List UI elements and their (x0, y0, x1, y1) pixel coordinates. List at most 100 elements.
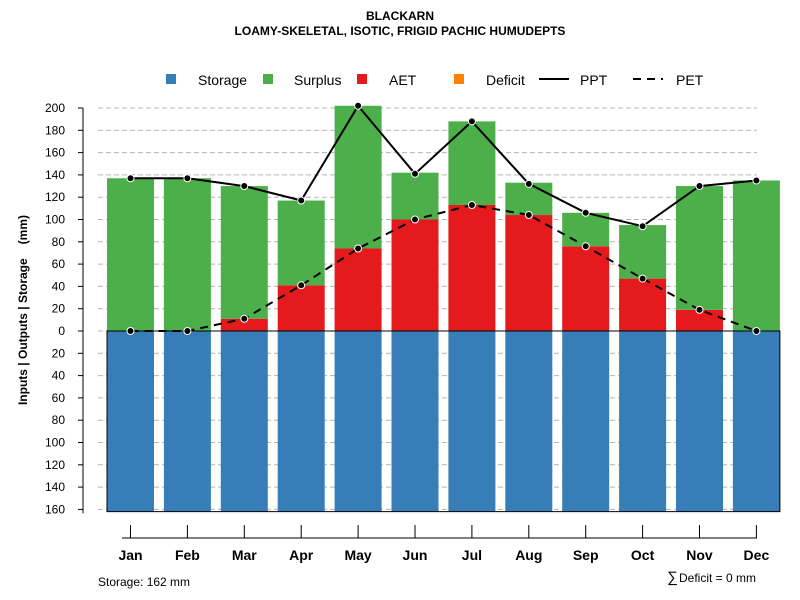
legend-label-aet: AET (389, 72, 417, 88)
y-tick-label: 160 (45, 502, 65, 516)
y-tick-label: 40 (52, 369, 66, 383)
storage-bar (505, 331, 553, 512)
pet-point (240, 314, 249, 323)
pet-point (297, 281, 306, 290)
legend-swatch-storage (166, 74, 176, 84)
surplus-bar (732, 180, 780, 331)
ppt-point (695, 182, 704, 191)
y-tick-label: 160 (45, 146, 65, 160)
aet-bar (505, 215, 553, 331)
surplus-bar (505, 182, 553, 216)
x-tick-label: Jul (462, 547, 482, 563)
x-tick-label: Feb (175, 547, 200, 563)
aet-bar (391, 219, 439, 331)
storage-bar (391, 331, 439, 512)
legend-swatch-deficit (454, 74, 464, 84)
legend-label-storage: Storage (198, 72, 247, 88)
surplus-bar (277, 200, 325, 286)
y-axis-label: Inputs | Outputs | Storage (mm) (16, 215, 30, 405)
x-tick-label: Mar (232, 547, 257, 563)
surplus-bar (619, 225, 667, 279)
surplus-bar (220, 186, 268, 319)
x-tick-label: Jan (118, 547, 142, 563)
ppt-point (126, 174, 135, 183)
storage-bar (448, 331, 496, 512)
legend-label-ppt: PPT (580, 72, 608, 88)
ppt-point (240, 182, 249, 191)
storage-bar (619, 331, 667, 512)
deficit-note-text: Deficit = 0 mm (679, 571, 756, 585)
ppt-point (581, 208, 590, 217)
y-tick-label: 140 (45, 480, 65, 494)
y-tick-label: 60 (52, 391, 66, 405)
x-tick-label: May (344, 547, 371, 563)
pet-point (695, 305, 704, 314)
y-tick-label: 40 (52, 279, 66, 293)
pet-point (411, 215, 419, 224)
aet-bar (562, 246, 610, 331)
pet-point (638, 274, 647, 283)
y-tick-label: 60 (52, 257, 66, 271)
y-tick-label: 20 (52, 302, 66, 316)
surplus-bar (107, 178, 154, 331)
x-tick-label: Jun (403, 547, 428, 563)
aet-bar (619, 278, 667, 331)
pet-point (752, 327, 761, 335)
y-tick-label: 100 (45, 436, 65, 450)
legend-label-surplus: Surplus (294, 72, 341, 88)
pet-point (126, 327, 135, 335)
legend-swatch-aet (357, 74, 367, 84)
ppt-point (524, 179, 533, 188)
y-tick-label: 200 (45, 101, 65, 115)
x-tick-label: Dec (744, 547, 770, 563)
storage-bar (277, 331, 325, 512)
deficit-note: ∑Deficit = 0 mm (667, 569, 756, 586)
y-tick-label: 20 (52, 346, 66, 360)
x-tick-label: Aug (515, 547, 542, 563)
pet-line (130, 203, 757, 332)
series-lines (126, 101, 761, 335)
legend-label-pet: PET (676, 72, 704, 88)
ppt-point (467, 117, 476, 126)
y-tick-label: 0 (58, 324, 65, 338)
surplus-bar (676, 186, 723, 310)
y-tick-label: 80 (52, 235, 66, 249)
storage-bar (334, 331, 382, 512)
ppt-line (130, 104, 757, 228)
pet-point (183, 327, 192, 335)
surplus-bar (448, 121, 496, 206)
surplus-bar (163, 178, 211, 331)
y-tick-label: 120 (45, 190, 65, 204)
ppt-point (752, 176, 761, 185)
pet-point (524, 211, 533, 220)
storage-bar (220, 331, 268, 512)
storage-bar (676, 331, 723, 512)
y-axis-units: (mm) (16, 215, 30, 244)
pet-point (581, 242, 590, 251)
aet-bar (277, 285, 325, 331)
legend-label-deficit: Deficit (486, 72, 525, 88)
x-tick-label: Sep (573, 547, 599, 563)
legend: Storage Surplus AET Deficit PPT PET (166, 72, 704, 88)
y-axis-label-text: Inputs | Outputs | Storage (16, 258, 30, 405)
ppt-point (411, 169, 419, 178)
x-tick-label: Apr (289, 547, 314, 563)
storage-note: Storage: 162 mm (98, 575, 190, 589)
y-tick-label: 80 (52, 413, 66, 427)
surplus-bar (391, 172, 439, 220)
y-tick-label: 100 (45, 213, 65, 227)
sigma-symbol: ∑ (667, 569, 678, 586)
storage-bar (107, 331, 154, 512)
x-tick-label: Nov (686, 547, 713, 563)
y-tick-label: 140 (45, 168, 65, 182)
chart-subtitle: LOAMY-SKELETAL, ISOTIC, FRIGID PACHIC HU… (235, 24, 566, 38)
aet-bar (448, 205, 496, 331)
axes: 1601401201008060402002040608010012014016… (45, 101, 769, 563)
surplus-bar (334, 105, 382, 249)
pet-point (467, 201, 476, 210)
ppt-point (297, 196, 306, 205)
storage-bar (562, 331, 610, 512)
ppt-point (638, 222, 647, 231)
surplus-bar (562, 212, 610, 247)
